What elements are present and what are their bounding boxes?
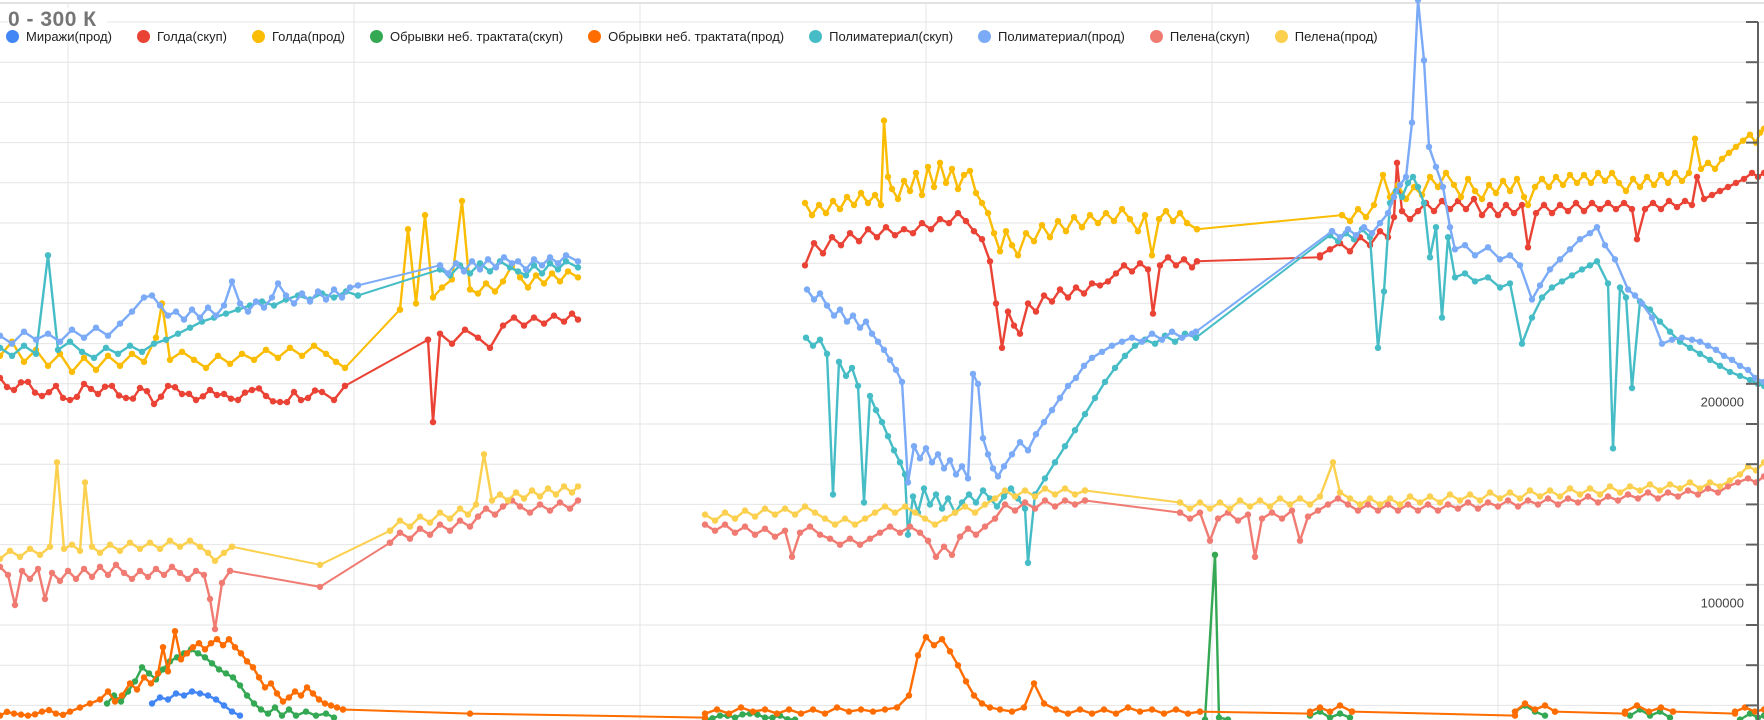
series-Миражи(прод)[interactable]	[148, 688, 244, 719]
legend-item-Пелена(скуп): Пелена(скуп)	[1149, 29, 1250, 44]
legend-label: Полиматериал(прод)	[998, 29, 1125, 44]
y-axis-label: 200000	[1701, 395, 1744, 410]
legend-item-Пелена(прод): Пелена(прод)	[1274, 29, 1378, 44]
legend-item-Миражи(прод): Миражи(прод)	[6, 29, 112, 44]
legend-dot-icon	[370, 30, 383, 43]
legend-item-Обрывки неб. трактата(скуп): Обрывки неб. трактата(скуп)	[370, 29, 563, 44]
series-Голда(прод)[interactable]	[0, 117, 1764, 376]
series-Обрывки неб. трактата(скуп)[interactable]	[103, 551, 1764, 720]
legend-dot-icon	[6, 30, 19, 43]
legend-label: Голда(прод)	[272, 29, 345, 44]
legend-dot-icon	[588, 30, 602, 43]
legend-label: Обрывки неб. трактата(скуп)	[390, 29, 564, 44]
legend-item-Полиматериал(скуп): Полиматериал(скуп)	[809, 29, 953, 44]
chart-legend: Миражи(прод) Голда(скуп) Голда(прод) Обрывк…	[6, 29, 1378, 44]
series-Пелена(скуп)[interactable]	[0, 473, 1764, 633]
series-Полиматериал(прод)[interactable]	[0, 0, 1764, 486]
legend-item-Голда(прод): Голда(прод)	[252, 29, 345, 44]
series-Обрывки неб. трактата(прод)[interactable]	[0, 628, 1764, 720]
series-Пелена(прод)[interactable]	[0, 451, 1764, 568]
y-axis-right: 200000 100000	[1701, 21, 1759, 720]
chart-range-title: 0 - 300 К	[8, 8, 107, 32]
legend-label: Пелена(скуп)	[1169, 29, 1250, 44]
legend-label: Миражи(прод)	[26, 29, 112, 44]
legend-label: Голда(скуп)	[156, 29, 228, 44]
series-Голда(скуп)[interactable]	[0, 159, 1764, 426]
legend-dot-icon	[252, 30, 266, 43]
legend-label: Пелена(прод)	[1294, 29, 1378, 44]
legend-dot-icon	[136, 30, 150, 43]
legend-dot-icon	[978, 30, 992, 43]
legend-label: Полиматериал(скуп)	[829, 29, 954, 44]
legend-dot-icon	[1274, 30, 1288, 43]
legend-label: Обрывки неб. трактата(прод)	[608, 29, 785, 44]
legend-item-Полиматериал(прод): Полиматериал(прод)	[978, 29, 1125, 44]
y-axis-label: 100000	[1701, 596, 1744, 611]
legend-item-Голда(скуп): Голда(скуп)	[136, 29, 228, 44]
legend-dot-icon	[1149, 30, 1163, 43]
legend-item-Обрывки неб. трактата(прод): Обрывки неб. трактата(прод)	[588, 29, 784, 44]
legend-dot-icon	[809, 30, 823, 43]
